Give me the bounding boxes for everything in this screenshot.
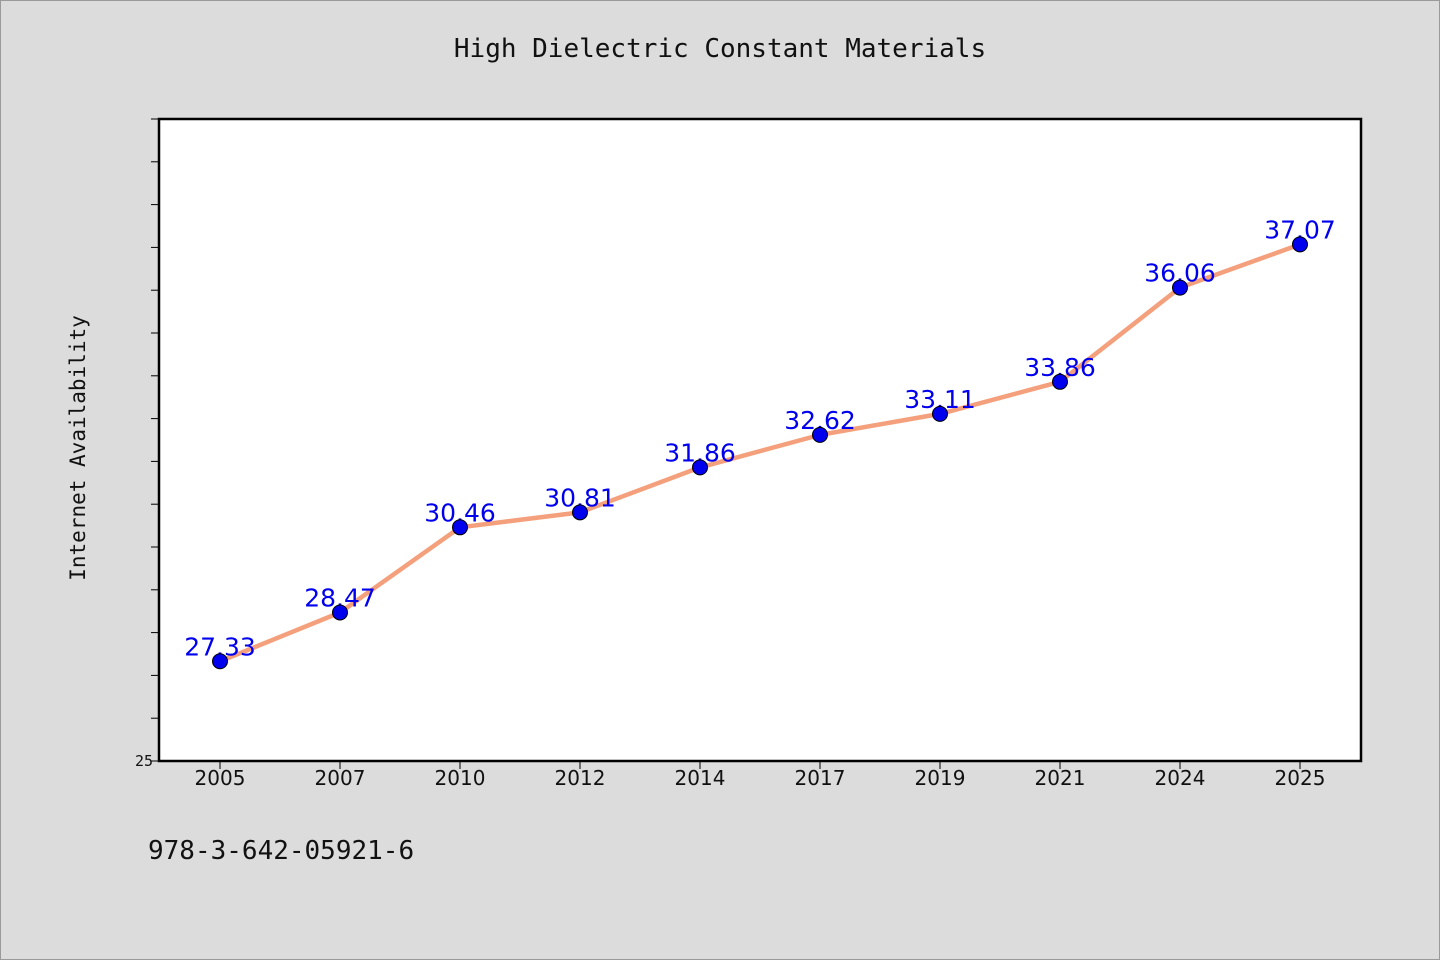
chart-title: High Dielectric Constant Materials xyxy=(453,34,987,64)
x-tick-label: 2025 xyxy=(1275,766,1326,790)
x-tick-label: 2021 xyxy=(1035,766,1086,790)
data-point xyxy=(692,459,708,476)
data-point xyxy=(452,519,468,536)
data-point xyxy=(1292,236,1308,253)
data-point xyxy=(332,604,348,621)
data-point xyxy=(212,653,228,670)
series-line xyxy=(217,242,1303,664)
data-point xyxy=(572,504,588,521)
x-tick-label: 2017 xyxy=(795,766,846,790)
x-tick-label: 2019 xyxy=(915,766,966,790)
x-tick-label: 2024 xyxy=(1155,766,1206,790)
plot-area xyxy=(157,117,1363,763)
y-tick-label: 25 xyxy=(135,752,153,770)
x-tick-label: 2012 xyxy=(555,766,606,790)
data-point xyxy=(1172,279,1188,296)
x-tick-label: 2007 xyxy=(315,766,366,790)
x-tick-label: 2014 xyxy=(675,766,726,790)
data-point xyxy=(812,426,828,443)
x-tick-label: 2005 xyxy=(195,766,246,790)
data-point xyxy=(1052,373,1068,390)
isbn-identifier: 978-3-642-05921-6 xyxy=(148,836,415,866)
x-tick-label: 2010 xyxy=(435,766,486,790)
data-point xyxy=(932,405,948,422)
